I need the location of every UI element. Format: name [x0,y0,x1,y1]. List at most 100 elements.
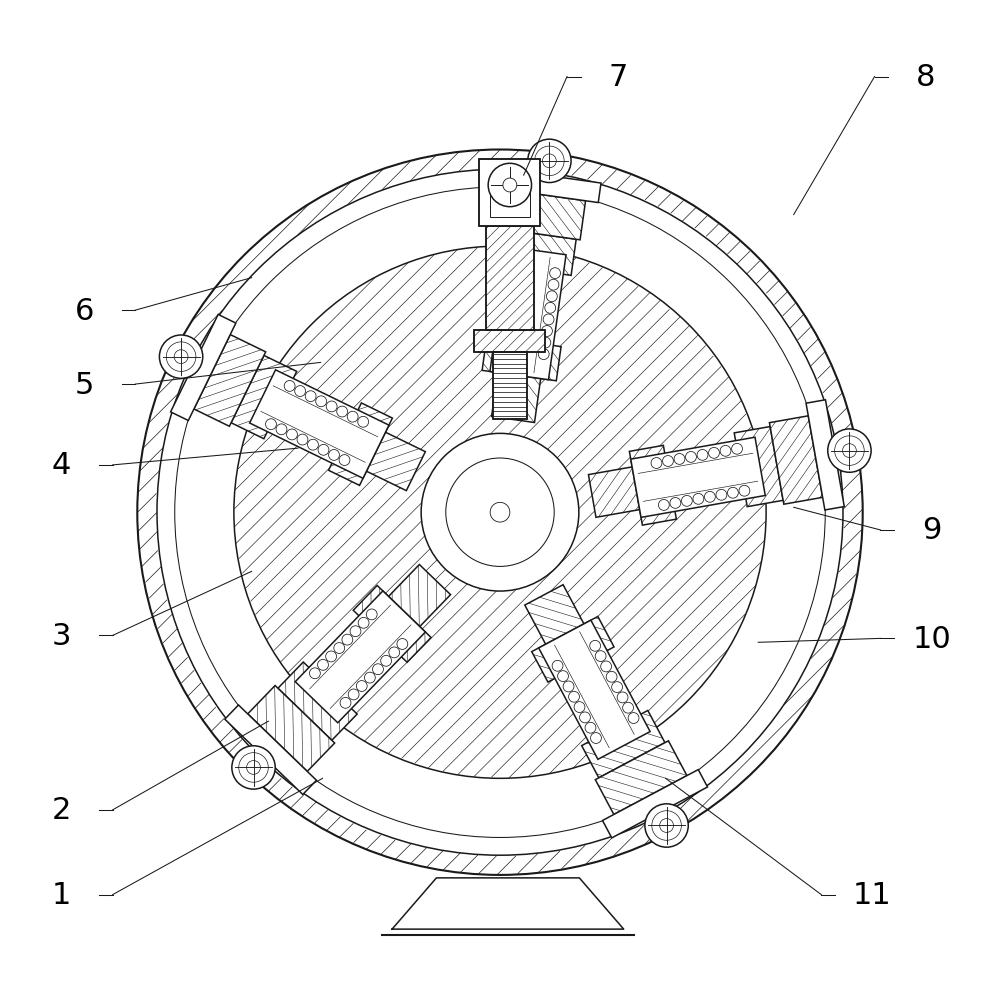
Circle shape [720,446,731,457]
Circle shape [601,662,612,672]
Circle shape [585,723,596,734]
Circle shape [276,424,287,435]
Text: 9: 9 [922,516,941,545]
Circle shape [508,262,518,273]
Polygon shape [231,356,297,440]
Circle shape [693,494,704,505]
Text: 11: 11 [853,880,892,909]
Circle shape [651,458,662,469]
Polygon shape [329,403,392,486]
Circle shape [543,315,554,325]
Polygon shape [539,620,650,759]
Circle shape [569,691,579,702]
Circle shape [574,702,585,713]
Circle shape [446,458,554,567]
Circle shape [308,440,318,451]
Circle shape [506,274,517,285]
Circle shape [297,435,308,446]
Circle shape [704,492,715,503]
Circle shape [617,692,628,703]
Polygon shape [806,400,844,511]
Circle shape [623,703,633,714]
Polygon shape [353,586,431,663]
Circle shape [612,682,623,693]
Circle shape [309,669,320,679]
Polygon shape [359,429,425,491]
Circle shape [397,639,408,650]
Polygon shape [490,247,566,381]
Bar [486,227,534,330]
Circle shape [504,286,515,297]
Text: 2: 2 [52,796,71,824]
Text: 8: 8 [916,63,936,92]
Circle shape [159,335,203,379]
Circle shape [339,456,350,466]
Circle shape [381,656,392,667]
Polygon shape [532,617,614,682]
Circle shape [340,698,351,709]
Circle shape [591,733,601,743]
Circle shape [305,391,316,402]
Circle shape [503,297,513,308]
Circle shape [334,643,345,654]
Circle shape [590,641,601,652]
Circle shape [373,665,383,675]
Circle shape [266,419,276,430]
Polygon shape [491,169,601,203]
Circle shape [316,396,327,407]
Bar [501,177,519,187]
Circle shape [674,455,685,464]
Circle shape [364,672,375,683]
Polygon shape [629,446,676,526]
Circle shape [318,445,329,456]
Polygon shape [631,438,765,518]
Text: 6: 6 [74,297,94,325]
Circle shape [606,671,617,682]
Circle shape [234,246,766,779]
Polygon shape [588,466,647,518]
Circle shape [670,498,681,509]
Circle shape [563,681,574,692]
Circle shape [681,496,692,507]
Circle shape [498,332,509,343]
Circle shape [580,712,590,723]
Circle shape [546,292,557,303]
Circle shape [337,406,348,417]
Circle shape [421,434,579,592]
Bar [474,330,545,352]
Circle shape [499,320,510,331]
Circle shape [542,326,552,337]
Circle shape [548,280,559,291]
Circle shape [470,461,565,556]
Circle shape [358,618,369,629]
Circle shape [287,430,297,441]
Polygon shape [582,711,665,778]
Circle shape [326,652,337,663]
Polygon shape [492,366,542,423]
Text: 7: 7 [609,63,628,92]
Polygon shape [225,705,316,795]
Circle shape [663,457,673,467]
Polygon shape [734,427,783,507]
Circle shape [490,503,510,523]
Circle shape [366,609,377,620]
Circle shape [496,343,507,354]
Polygon shape [171,316,236,421]
Polygon shape [769,416,823,505]
Polygon shape [278,663,357,740]
Polygon shape [525,585,588,652]
Polygon shape [595,741,687,814]
Circle shape [732,444,742,455]
Text: 3: 3 [52,621,71,650]
Bar [479,160,540,227]
Text: 4: 4 [52,451,71,480]
Circle shape [545,303,556,314]
Circle shape [501,309,512,319]
Circle shape [658,500,669,511]
Polygon shape [482,337,561,382]
Bar [474,330,545,352]
Circle shape [232,746,275,790]
Circle shape [342,635,353,646]
Circle shape [716,490,727,501]
Circle shape [552,661,563,671]
